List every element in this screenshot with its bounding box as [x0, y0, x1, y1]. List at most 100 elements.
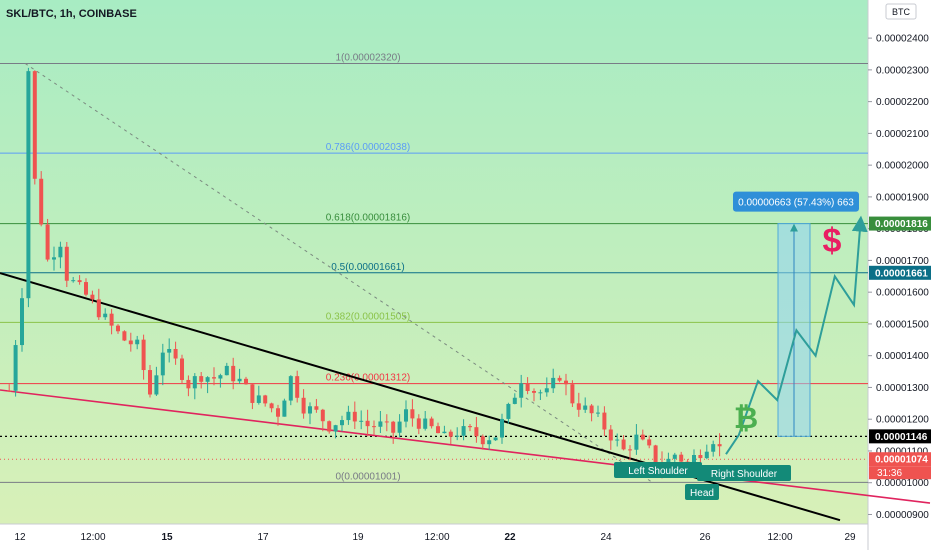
candle-body	[96, 299, 101, 318]
candle-body	[442, 431, 447, 434]
candle-body	[608, 429, 613, 441]
candle-body	[589, 405, 594, 414]
price-tag-box	[869, 429, 931, 444]
candle-body	[256, 395, 261, 403]
countdown-label: 31:36	[877, 468, 902, 479]
fib-level-label: 0(0.00001001)	[335, 471, 400, 482]
candle-body	[109, 313, 114, 326]
candle-body	[532, 390, 536, 393]
candle-body	[148, 370, 152, 395]
candle-body	[52, 257, 56, 260]
candle-body	[346, 411, 351, 421]
candle-body	[295, 376, 300, 398]
candle-body	[647, 439, 652, 446]
price-axis-tick-label: 0.00001200	[876, 415, 929, 426]
candle-body	[64, 246, 69, 281]
candle-body	[704, 451, 709, 459]
time-axis[interactable]: 12 12:00 15 17 19 12:00 22 24 26 12:00 29	[14, 532, 856, 543]
candle-body	[416, 418, 421, 429]
candle-body	[122, 331, 127, 341]
price-axis-tick-label: 0.00002200	[876, 97, 929, 108]
time-axis-tick-label: 12:00	[424, 532, 449, 543]
price-tag-box	[869, 452, 931, 467]
candle-body	[493, 437, 498, 441]
fib-level-label: 0.618(0.00001816)	[326, 213, 411, 224]
price-axis-tick-label: 0.00002400	[876, 34, 929, 45]
time-axis-tick-label: 19	[352, 532, 364, 543]
candle-body	[231, 365, 236, 382]
fib-level-label: 0.236(0.00001312)	[326, 373, 411, 384]
candle-body	[45, 224, 50, 260]
price-axis-tick-label: 0.00001500	[876, 319, 929, 330]
time-axis-tick-label: 12:00	[80, 532, 105, 543]
time-axis-background	[0, 524, 868, 550]
candle-body	[180, 358, 184, 380]
candle-body	[218, 375, 223, 379]
candle-body	[384, 421, 389, 423]
candle-body	[340, 420, 344, 426]
candle-body	[205, 377, 210, 382]
candle-body	[410, 409, 415, 419]
candle-body	[116, 325, 120, 332]
currency-badge-label: BTC	[892, 7, 911, 17]
candle-body	[199, 376, 204, 382]
candle-body	[448, 431, 453, 437]
price-axis-tick-label: 0.00001900	[876, 192, 929, 203]
time-axis-tick-label: 15	[161, 532, 173, 543]
candle-body	[90, 294, 95, 300]
pattern-label-text: Right Shoulder	[711, 469, 778, 480]
candle-body	[71, 280, 76, 282]
candle-body	[103, 313, 108, 318]
candle-body	[480, 436, 485, 445]
candle-body	[512, 397, 517, 404]
candle-body	[679, 454, 684, 462]
time-axis-tick-label: 26	[699, 532, 711, 543]
price-axis-tick-label: 0.00001700	[876, 256, 929, 267]
price-axis[interactable]: 0.00002400 0.00002300 0.00002200 0.00002100…	[868, 34, 931, 521]
time-axis-tick-label: 17	[257, 532, 269, 543]
candle-body	[288, 376, 293, 401]
symbol-title: SKL/BTC, 1h, COINBASE	[6, 8, 137, 20]
candle-body	[135, 339, 140, 345]
candle-body	[640, 434, 645, 440]
candle-body	[372, 426, 376, 428]
candle-body	[352, 411, 357, 422]
price-tag-label: 0.00001661	[875, 268, 928, 279]
price-axis-tick-label: 0.00002100	[876, 129, 929, 140]
candle-body	[160, 352, 165, 376]
candle-body	[20, 298, 24, 346]
projection-path	[725, 215, 868, 455]
candle-body	[314, 406, 319, 410]
candle-body	[308, 406, 312, 414]
measure-label-box	[733, 191, 859, 212]
price-tag-box	[869, 265, 931, 280]
price-axis-tick-label: 0.00000900	[876, 510, 929, 521]
pattern-label-box	[614, 462, 702, 478]
pattern-label-text: Left Shoulder	[628, 466, 688, 477]
price-axis-tick-label: 0.00001300	[876, 383, 929, 394]
candle-body	[474, 427, 479, 437]
candle-body	[186, 379, 191, 389]
time-axis-tick-label: 24	[600, 532, 612, 543]
candle-body	[365, 420, 370, 427]
candle-body	[525, 383, 530, 391]
candle-body	[570, 384, 575, 404]
candle-body	[378, 421, 383, 427]
candle-body	[576, 403, 581, 410]
candle-body	[58, 246, 63, 258]
time-axis-tick-label: 12	[14, 532, 26, 543]
candle-body	[250, 384, 255, 403]
price-axis-tick-label: 0.00001600	[876, 288, 929, 299]
candle-body	[436, 426, 440, 434]
candle-body	[500, 418, 504, 438]
candle-body	[282, 400, 287, 417]
candle-body	[327, 421, 332, 432]
price-axis-tick-label: 0.00001100	[876, 446, 929, 457]
candle-body	[429, 418, 434, 427]
candle-body	[468, 426, 472, 428]
candle-body	[698, 455, 703, 459]
candle-body	[391, 421, 396, 433]
fib-level-label: 0.382(0.00001505)	[326, 311, 411, 322]
candle-body	[455, 435, 460, 437]
